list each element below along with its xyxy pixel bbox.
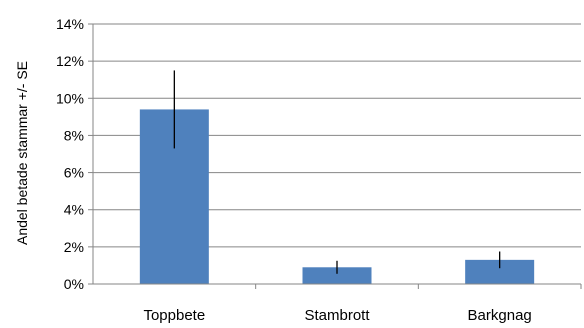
- y-tick-label: 12%: [56, 53, 84, 69]
- y-tick-label: 14%: [56, 16, 84, 32]
- y-axis-title: Andel betade stammar +/- SE: [14, 61, 30, 245]
- y-tick-label: 2%: [64, 239, 84, 255]
- error-bars: [173, 70, 501, 274]
- x-tick-label: Toppbete: [143, 307, 205, 323]
- y-tick-label: 6%: [64, 165, 84, 181]
- x-tick-labels: Toppbete Stambrott Barkgnag: [143, 307, 532, 324]
- bar-stambrott: [302, 267, 372, 284]
- y-tick-labels: 0% 2% 4% 6% 8% 10% 12% 14%: [56, 16, 84, 292]
- y-tick-label: 8%: [64, 127, 84, 143]
- axes: [88, 23, 582, 289]
- x-tick-label: Stambrott: [304, 307, 370, 323]
- y-tick-label: 4%: [64, 202, 84, 218]
- x-tick-label: Barkgnag: [468, 307, 532, 323]
- y-tick-label: 10%: [56, 90, 84, 106]
- y-tick-label: 0%: [64, 276, 84, 292]
